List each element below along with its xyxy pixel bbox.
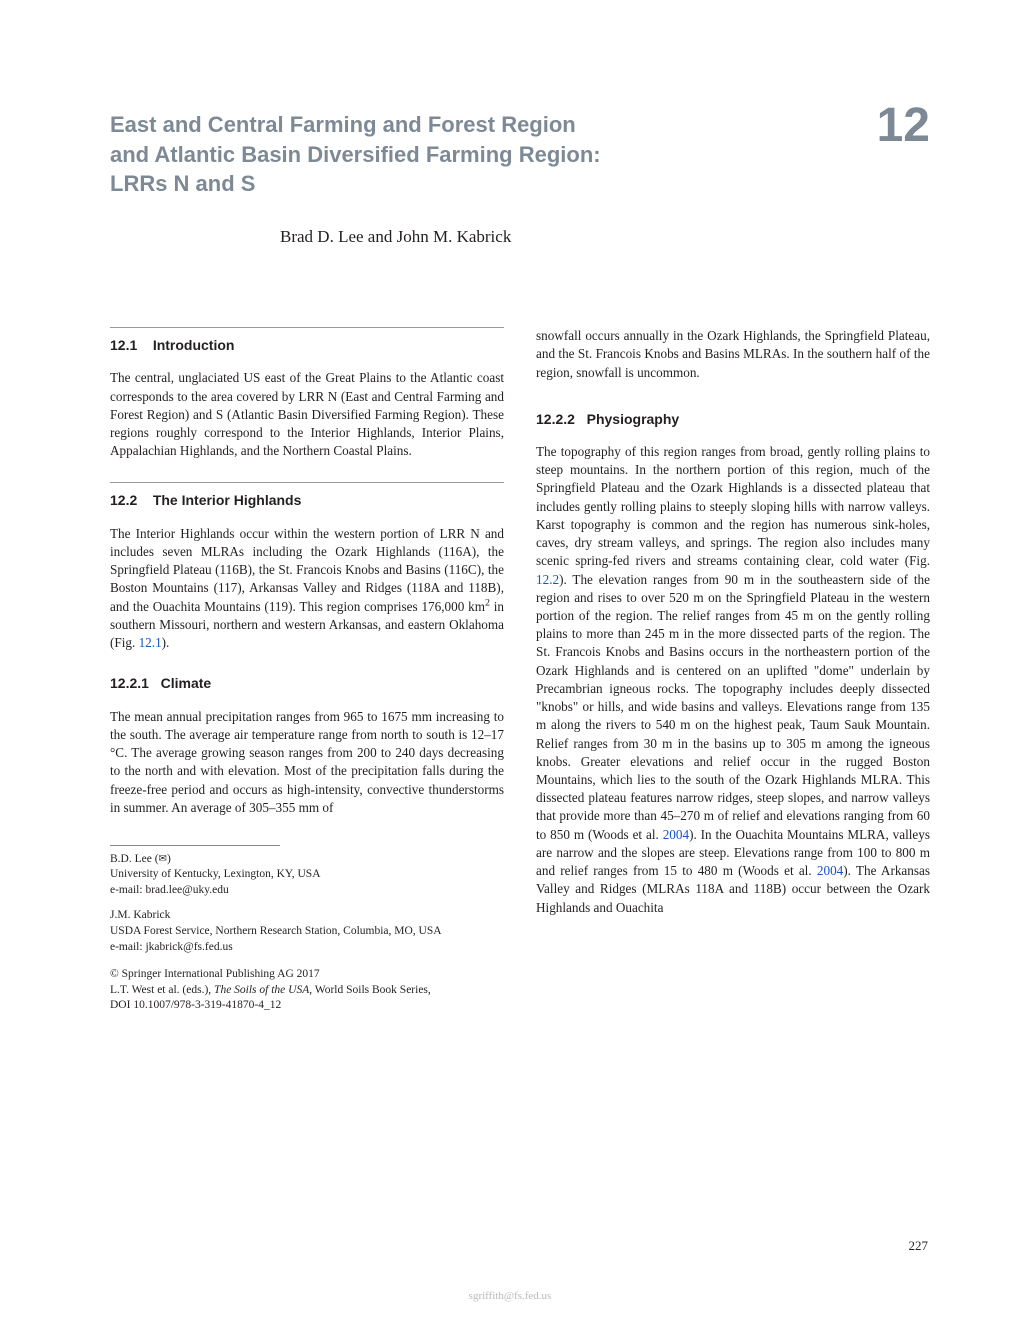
section-number: 12.1 — [110, 337, 137, 353]
author-2-name: J.M. Kabrick — [110, 909, 170, 921]
section-number: 12.2 — [110, 492, 137, 508]
section-heading-interior: 12.2 The Interior Highlands — [110, 491, 504, 510]
author-1-name: B.D. Lee ( — [110, 853, 159, 865]
citation-link[interactable]: 2004 — [817, 863, 843, 878]
subsection-heading-climate: 12.2.1 Climate — [110, 674, 504, 693]
affiliations: B.D. Lee (✉) University of Kentucky, Lex… — [110, 852, 504, 955]
title-line-2: and Atlantic Basin Diversified Farming R… — [110, 142, 601, 167]
affiliation-rule — [110, 845, 280, 846]
copyright: © Springer International Publishing AG 2… — [110, 967, 504, 1014]
text-fragment: The topography of this region ranges fro… — [536, 444, 930, 568]
intro-paragraph: The central, unglaciated US east of the … — [110, 369, 504, 460]
envelope-icon: ✉ — [159, 854, 167, 865]
author-1-institution: University of Kentucky, Lexington, KY, U… — [110, 868, 321, 880]
chapter-header: East and Central Farming and Forest Regi… — [110, 110, 930, 199]
book-title: The Soils of the USA — [214, 984, 309, 996]
left-column: 12.1 Introduction The central, unglaciat… — [110, 327, 504, 1014]
authors: Brad D. Lee and John M. Kabrick — [280, 227, 930, 247]
physio-paragraph: The topography of this region ranges fro… — [536, 443, 930, 917]
footer-email: sgriffith@fs.fed.us — [0, 1290, 1020, 1302]
two-column-body: 12.1 Introduction The central, unglaciat… — [110, 327, 930, 1014]
copyright-line-2c: , World Soils Book Series, — [309, 984, 431, 996]
affiliation-1: B.D. Lee (✉) University of Kentucky, Lex… — [110, 852, 504, 899]
section-title: The Interior Highlands — [153, 492, 302, 508]
subsection-number: 12.2.2 — [536, 411, 575, 427]
title-line-3: LRRs N and S — [110, 171, 255, 196]
subsection-title: Physiography — [587, 411, 680, 427]
subsection-number: 12.2.1 — [110, 675, 149, 691]
figure-ref-link[interactable]: 12.2 — [536, 572, 559, 587]
doi: DOI 10.1007/978-3-319-41870-4_12 — [110, 999, 281, 1011]
author-1-name-close: ) — [167, 853, 171, 865]
text-fragment: ). The elevation ranges from 90 m in the… — [536, 572, 930, 842]
text-fragment: The Interior Highlands occur within the … — [110, 526, 504, 614]
figure-ref-link[interactable]: 12.1 — [139, 635, 162, 650]
section-title: Introduction — [153, 337, 235, 353]
subsection-title: Climate — [161, 675, 212, 691]
author-2-institution: USDA Forest Service, Northern Research S… — [110, 925, 442, 937]
interior-paragraph: The Interior Highlands occur within the … — [110, 525, 504, 653]
copyright-line-2a: L.T. West et al. (eds.), — [110, 984, 214, 996]
author-2-email: e-mail: jkabrick@fs.fed.us — [110, 941, 233, 953]
subsection-heading-physio: 12.2.2 Physiography — [536, 410, 930, 429]
text-fragment: ). — [162, 635, 170, 650]
climate-continuation: snowfall occurs annually in the Ozark Hi… — [536, 327, 930, 382]
copyright-line-1: © Springer International Publishing AG 2… — [110, 968, 320, 980]
citation-link[interactable]: 2004 — [663, 827, 689, 842]
author-1-email: e-mail: brad.lee@uky.edu — [110, 884, 229, 896]
affiliation-2: J.M. Kabrick USDA Forest Service, Northe… — [110, 908, 504, 955]
section-rule — [110, 482, 504, 483]
chapter-number: 12 — [877, 102, 930, 150]
title-line-1: East and Central Farming and Forest Regi… — [110, 112, 576, 137]
page-number: 227 — [909, 1238, 929, 1254]
section-rule — [110, 327, 504, 328]
section-heading-intro: 12.1 Introduction — [110, 336, 504, 355]
climate-paragraph: The mean annual precipitation ranges fro… — [110, 708, 504, 817]
right-column: snowfall occurs annually in the Ozark Hi… — [536, 327, 930, 1014]
chapter-title: East and Central Farming and Forest Regi… — [110, 110, 601, 199]
